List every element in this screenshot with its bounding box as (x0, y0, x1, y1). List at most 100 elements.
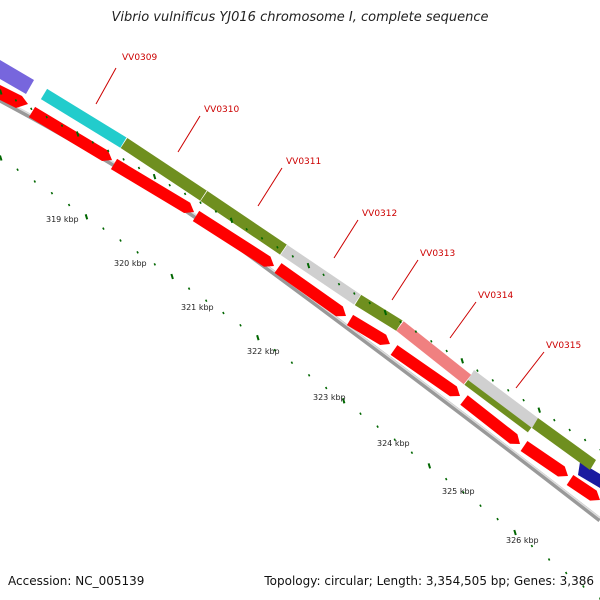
kbp-position-label: 321 kbp (181, 303, 214, 312)
outer-ruler-tick (568, 428, 571, 432)
cds-arrow[interactable] (520, 441, 568, 477)
gene-band-vv0309[interactable] (40, 88, 128, 149)
inner-ruler-tick (496, 517, 499, 521)
outer-ruler-tick (353, 292, 356, 295)
inner-ruler-tick (84, 214, 89, 220)
gene-label-vv0314[interactable]: VV0314 (478, 291, 513, 301)
inner-ruler-tick (273, 348, 277, 352)
gene-band-grey-filler (468, 370, 538, 428)
gene-band-vv0312[interactable] (280, 245, 362, 305)
gene-label-vv0311[interactable]: VV0311 (286, 157, 321, 167)
outer-ruler-tick (75, 131, 80, 137)
inner-ruler-tick (444, 477, 448, 481)
inner-ruler-tick (222, 311, 225, 315)
outer-ruler-tick (245, 227, 248, 231)
outer-ruler-tick (0, 89, 3, 95)
feature-fragment-navy (578, 462, 600, 488)
kbp-position-label: 320 kbp (114, 259, 147, 268)
cds-arrow[interactable] (460, 395, 520, 444)
cds-arrow[interactable] (192, 210, 274, 267)
outer-ruler-tick (476, 369, 479, 372)
outer-ruler-tick (260, 236, 264, 240)
outer-ruler-tick (183, 192, 187, 196)
gene-label-vv0309[interactable]: VV0309 (122, 53, 157, 63)
kbp-position-label: 324 kbp (377, 439, 410, 448)
inner-ruler-tick (239, 323, 242, 327)
gene-band-vv0314[interactable] (396, 321, 472, 385)
gene-band-vv0311[interactable] (200, 191, 288, 255)
inner-ruler-tick (187, 287, 191, 290)
inner-ruler-tick (479, 504, 482, 508)
inner-ruler-tick (513, 529, 517, 536)
gene-label-vv0313[interactable]: VV0313 (420, 249, 455, 259)
outer-ruler-tick (337, 282, 341, 286)
inner-ruler-tick (256, 334, 260, 341)
gene-label-vv0315[interactable]: VV0315 (546, 341, 581, 351)
inner-ruler-tick (427, 463, 432, 469)
inner-ruler-tick (564, 571, 568, 575)
cds-arrow[interactable] (28, 106, 112, 161)
outer-ruler-tick (152, 173, 157, 180)
cds-arrow[interactable] (566, 475, 600, 501)
outer-ruler-tick (60, 124, 64, 127)
outer-ruler-tick (445, 349, 448, 353)
outer-ruler-tick (199, 201, 202, 205)
inner-ruler-tick (376, 425, 379, 428)
outer-ruler-tick (291, 255, 295, 258)
inner-ruler-tick (153, 263, 157, 266)
inner-ruler-tick (16, 168, 19, 172)
outer-ruler-tick (368, 301, 371, 305)
inner-ruler-tick (324, 386, 328, 390)
outer-ruler-tick (506, 388, 510, 392)
gene-band-vv0315-extension (532, 418, 596, 470)
feature-fragment-purple (0, 60, 34, 94)
inner-ruler-tick (582, 585, 585, 588)
kbp-position-label: 326 kbp (506, 536, 539, 545)
outer-ruler-tick (168, 183, 171, 187)
outer-ruler-tick (522, 398, 525, 402)
inner-ruler-tick (341, 398, 346, 404)
outer-ruler-tick (414, 330, 418, 333)
gene-leader-line (257, 167, 283, 207)
cds-arrow[interactable] (390, 345, 460, 397)
outer-ruler-tick (383, 309, 388, 316)
accession-label: Accession: NC_005139 (8, 574, 145, 588)
cds-arrow[interactable] (346, 314, 390, 345)
inner-ruler-tick (307, 373, 311, 377)
gene-leader-line (391, 259, 419, 301)
gene-band-vv0310[interactable] (120, 138, 208, 201)
outer-ruler-tick (430, 339, 433, 343)
inner-ruler-tick (290, 361, 294, 365)
gene-band-vv0313[interactable] (354, 294, 404, 332)
cds-arrow[interactable] (274, 263, 347, 317)
outer-ruler-tick (553, 418, 556, 422)
outer-ruler-tick (491, 379, 495, 382)
outer-ruler-tick (276, 245, 279, 249)
outer-ruler-tick (30, 107, 33, 111)
outer-ruler-tick (122, 158, 125, 161)
cds-fragment-red (0, 85, 28, 108)
outer-ruler-tick (306, 262, 311, 269)
gene-label-vv0310[interactable]: VV0310 (204, 105, 239, 115)
gene-label-vv0312[interactable]: VV0312 (362, 209, 397, 219)
outer-ruler-tick (137, 166, 141, 170)
gene-leader-line (333, 219, 359, 259)
gene-leader-line (449, 301, 477, 339)
inner-ruler-tick (33, 180, 37, 183)
gene-leader-line (95, 67, 117, 105)
inner-ruler-tick (102, 227, 105, 230)
inner-ruler-tick (530, 544, 534, 548)
outer-ruler-tick (322, 273, 325, 277)
outer-ruler-tick (214, 210, 218, 213)
inner-ruler-tick (359, 412, 362, 416)
inner-ruler-tick (462, 491, 465, 494)
outer-ruler-tick (45, 115, 48, 119)
cds-arrow[interactable] (110, 158, 194, 213)
gene-leader-line (515, 351, 545, 389)
outer-ruler-tick (106, 149, 110, 153)
outer-ruler-tick (460, 358, 464, 364)
inner-ruler-tick (547, 558, 551, 561)
inner-ruler-tick (410, 451, 414, 455)
